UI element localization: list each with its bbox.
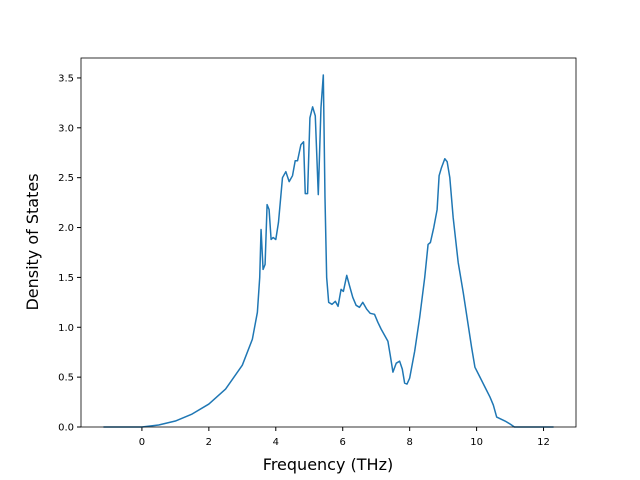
y-tick-label: 0.5 xyxy=(58,373,74,384)
x-tick-label: 10 xyxy=(470,437,483,448)
y-tick-label: 2.0 xyxy=(58,223,74,234)
x-tick-label: 6 xyxy=(340,437,346,448)
x-axis-label: Frequency (THz) xyxy=(263,455,393,474)
y-tick-label: 2.5 xyxy=(58,173,74,184)
x-tick-label: 12 xyxy=(537,437,550,448)
line xyxy=(103,74,554,428)
plot-frame xyxy=(80,57,577,428)
x-tick-label: 0 xyxy=(139,437,145,448)
y-tick-label: 1.0 xyxy=(58,323,74,334)
y-axis-label: Density of States xyxy=(23,173,42,310)
y-tick-label: 3.0 xyxy=(58,123,74,134)
y-tick-label: 3.5 xyxy=(58,73,74,84)
x-tick-label: 2 xyxy=(206,437,212,448)
x-tick-label: 8 xyxy=(406,437,412,448)
y-tick-label: 1.5 xyxy=(58,273,74,284)
x-tick-label: 4 xyxy=(273,437,279,448)
y-tick-label: 0.0 xyxy=(58,423,74,434)
